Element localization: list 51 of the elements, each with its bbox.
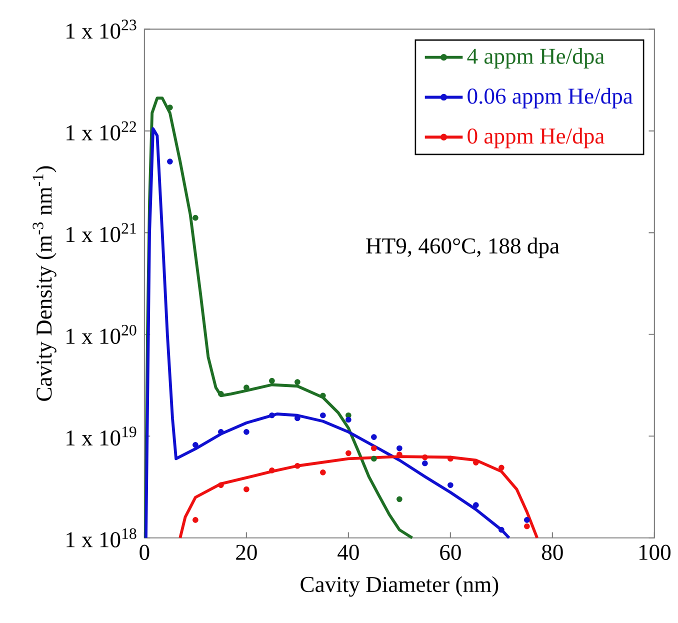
point (269, 378, 275, 384)
y-tick-label: 1 x 10$^{20}$ (66, 325, 136, 344)
point (167, 158, 173, 165)
point (422, 454, 428, 460)
x-tick-label: 40 (338, 544, 359, 560)
y-tick-label: 1 x 10$^{18}$ (66, 528, 136, 548)
point (294, 463, 300, 470)
point (524, 517, 530, 524)
point (473, 502, 479, 508)
y-tick-label: 1 x 10$^{23}$ (66, 20, 136, 39)
point (244, 486, 250, 492)
legend-label: 0.06 appm He/dpa (468, 88, 633, 109)
point (192, 215, 198, 221)
point (294, 379, 300, 386)
point (269, 412, 275, 418)
point (218, 391, 224, 398)
point (346, 450, 352, 456)
legend-label: 0 appm He/dpa (468, 128, 604, 148)
y-tick-label: 1 x 10$^{19}$ (66, 426, 136, 446)
y-axis-title: Cavity Density (m$^{-3}$ nm$^{-1}$) (32, 166, 56, 402)
point (192, 517, 198, 524)
x-tick-label: 100 (639, 544, 671, 560)
x-tick-label: 20 (236, 544, 257, 560)
point (218, 482, 224, 488)
point (448, 482, 454, 488)
annotation: HT9, 460°C, 188 dpa (366, 238, 560, 258)
point (320, 470, 326, 476)
x-tick-label: 60 (440, 544, 461, 560)
y-tick-label: 1 x 10$^{22}$ (66, 122, 136, 141)
point (498, 527, 504, 533)
x-tick-label: 0 (140, 544, 150, 560)
point (244, 429, 250, 436)
point (371, 456, 377, 462)
x-axis-title: Cavity Diameter (nm) (300, 576, 498, 597)
y-tick-label: 1 x 10$^{21}$ (66, 223, 136, 242)
point (396, 496, 402, 502)
point (346, 417, 352, 423)
point (524, 524, 530, 530)
point (371, 434, 377, 440)
point (269, 468, 275, 474)
point (498, 464, 504, 471)
point (448, 456, 454, 462)
point (320, 412, 326, 418)
point (192, 442, 198, 448)
point (320, 392, 326, 399)
point (422, 460, 428, 466)
x-tick-label: 80 (542, 544, 563, 560)
point (167, 104, 173, 111)
legend-label: 4 appm He/dpa (467, 48, 604, 69)
point (396, 446, 402, 452)
point (371, 446, 377, 452)
